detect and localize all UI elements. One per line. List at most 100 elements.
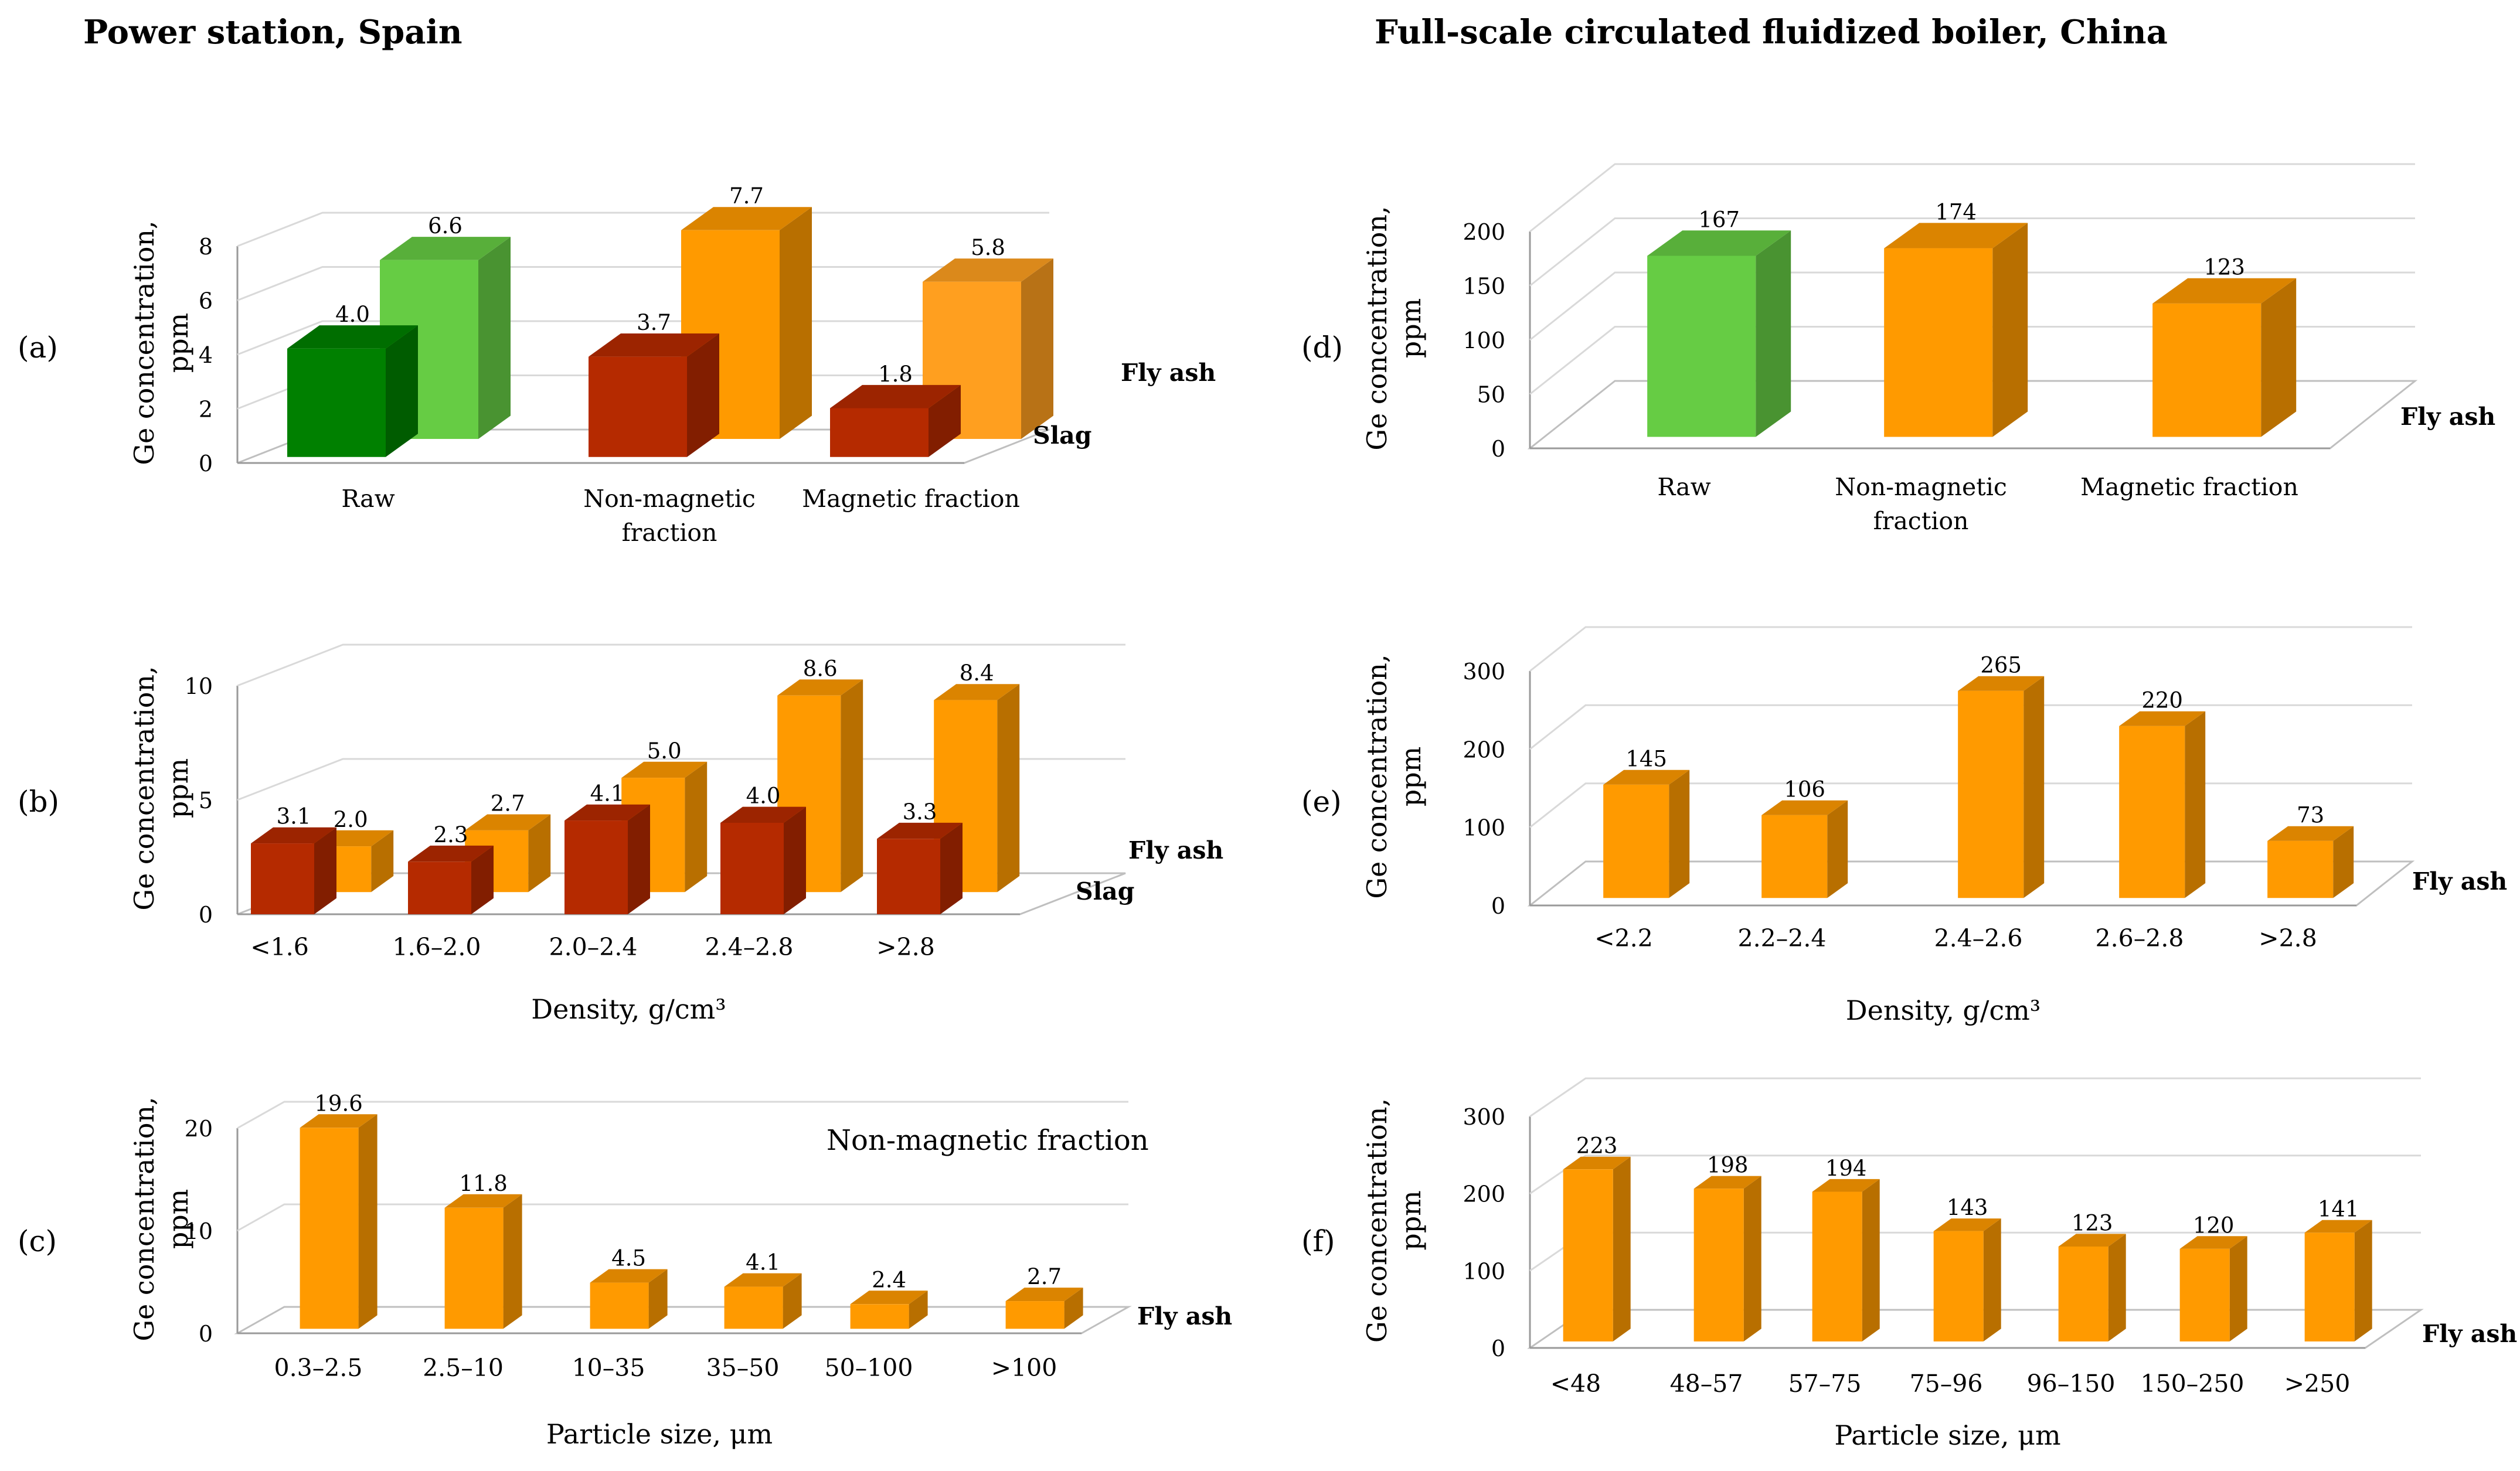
bar-side <box>1862 1179 1880 1341</box>
y-tick-label: 2 <box>199 397 213 423</box>
gridline <box>237 1203 1128 1232</box>
bar-top <box>2152 278 2297 304</box>
bar-fly-ash <box>444 1194 522 1329</box>
gridline <box>1529 163 2415 233</box>
value-label: 2.3 <box>434 822 468 847</box>
bar-side <box>2185 711 2206 898</box>
x-axis-title: Particle size, μm <box>1834 1419 2060 1451</box>
y-tick-label: 0 <box>199 451 213 476</box>
bar-front <box>2267 840 2334 898</box>
x-axis-title: Density, g/cm³ <box>1846 995 2041 1026</box>
bar-side <box>371 830 394 893</box>
bar-fly-ash <box>2152 278 2297 437</box>
value-label: 4.0 <box>335 302 370 327</box>
bar-front <box>2058 1247 2108 1341</box>
bar-top <box>1647 230 1791 256</box>
value-label: 5.8 <box>971 235 1005 260</box>
bar-side <box>687 333 719 457</box>
bar-front <box>2152 303 2261 437</box>
bar-top <box>850 1290 928 1305</box>
bar-side <box>471 845 494 914</box>
bar-top <box>681 207 812 230</box>
bar-side <box>1827 800 1848 898</box>
heading-right: Full-scale circulated fluidized boiler, … <box>1375 13 2168 52</box>
panel-label: (f) <box>1301 1224 1335 1258</box>
bar-front <box>1884 248 1993 437</box>
value-label: 4.5 <box>611 1246 646 1271</box>
y-tick-label: 100 <box>1463 328 1505 353</box>
bar-front <box>1933 1231 1984 1341</box>
bar-fly-ash <box>2179 1236 2247 1341</box>
bar-front <box>408 862 471 914</box>
bar-side <box>1613 1156 1631 1341</box>
y-tick-label: 150 <box>1463 274 1505 299</box>
value-label: 2.7 <box>1027 1264 1062 1289</box>
bar-top <box>724 1273 802 1287</box>
gridline <box>1529 326 2415 395</box>
bar-fly-ash <box>2267 826 2354 898</box>
series-label: Slag <box>1076 877 1134 905</box>
bar-front <box>724 1286 783 1329</box>
value-label: 4.1 <box>746 1250 780 1275</box>
bar-front <box>444 1207 504 1329</box>
bar-front <box>1005 1301 1065 1329</box>
panel-label: (d) <box>1301 331 1343 365</box>
bar-fly-ash <box>777 679 863 893</box>
gridline <box>1529 1155 2421 1194</box>
category-label: 48–57 <box>1670 1370 1743 1398</box>
bar-top <box>380 237 511 260</box>
y-tick-label: 50 <box>1477 382 1505 408</box>
bar-slag <box>251 827 336 914</box>
bar-top <box>2304 1220 2372 1233</box>
chart-f: 0 100 200 300 (f) Ge concentration,ppm 223 198 1… <box>1301 1077 2517 1451</box>
y-tick-label: 200 <box>1463 1181 1505 1207</box>
category-label: 1.6–2.0 <box>393 933 481 961</box>
y-tick-label: 0 <box>1491 893 1505 919</box>
category-label: >100 <box>991 1354 1057 1382</box>
chart-e: 0 100 200 300 (e) Ge concentration,ppm 145 106 2… <box>1301 626 2507 1026</box>
panel-label: (c) <box>18 1224 57 1258</box>
value-label: 220 <box>2141 688 2183 713</box>
bar-fly-ash <box>1693 1176 1761 1341</box>
bar-top <box>1884 223 2028 248</box>
value-label: 2.7 <box>491 791 525 816</box>
value-label: 8.4 <box>960 660 994 686</box>
bar-side <box>783 1273 802 1329</box>
category-label: >2.8 <box>2259 924 2317 952</box>
y-tick-label: 0 <box>199 1321 213 1347</box>
category-label: 57–75 <box>1788 1370 1862 1398</box>
value-label: 198 <box>1707 1153 1749 1178</box>
category-label: 75–96 <box>1910 1370 1983 1398</box>
chart-a: 0 2 4 6 8 (a) Ge concentration,ppm 6.6 7.7 5.8 4.0… <box>18 183 1216 547</box>
bar-fly-ash <box>300 1114 378 1329</box>
bar-top <box>287 325 418 349</box>
category-label: Non-magnetic <box>1835 473 2007 501</box>
y-tick-label: 10 <box>185 1218 213 1244</box>
y-tick-label: 300 <box>1463 1104 1505 1130</box>
bar-side <box>503 1194 522 1329</box>
category-label: 35–50 <box>706 1354 780 1382</box>
bar-side <box>841 679 863 893</box>
bar-top <box>564 804 650 821</box>
y-tick-label: 0 <box>1491 436 1505 462</box>
category-label: fraction <box>1873 507 1969 535</box>
bar-top <box>2179 1236 2247 1249</box>
value-label: 8.6 <box>803 656 838 681</box>
category-label: fraction <box>622 519 717 547</box>
bar-slag <box>287 325 418 457</box>
bar-side <box>386 325 418 457</box>
bar-top <box>1958 676 2045 691</box>
y-axis-title: Ge concentration,ppm <box>1361 206 1427 450</box>
category-label: >250 <box>2284 1370 2351 1398</box>
gridline <box>1529 704 2412 750</box>
value-label: 2.4 <box>872 1267 906 1292</box>
bar-fly-ash <box>1933 1218 2001 1341</box>
value-label: 174 <box>1935 199 1977 224</box>
bar-fly-ash <box>1812 1179 1880 1341</box>
bar-front <box>1693 1189 1744 1341</box>
bar-slag <box>877 822 963 914</box>
bar-top <box>621 761 708 778</box>
bar-top <box>251 827 336 844</box>
bar-slag <box>564 804 650 914</box>
category-label: 96–150 <box>2027 1370 2116 1398</box>
